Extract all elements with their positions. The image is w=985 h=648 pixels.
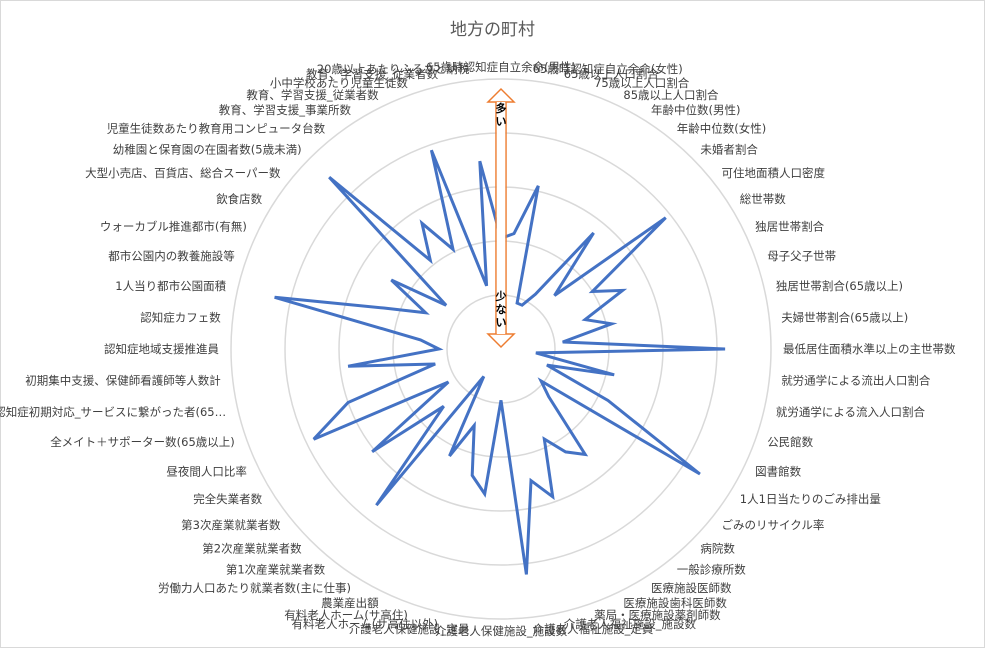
category-label: 夫婦世帯割合(65歳以上) xyxy=(781,310,908,324)
annotation-arrow: 多い 少ない xyxy=(486,87,516,349)
category-label: 小中学校あたり児童生徒数 xyxy=(270,76,408,90)
category-label: 年齢中位数(男性) xyxy=(651,103,740,117)
series-layer xyxy=(274,149,726,575)
annotation-high-label: 多い xyxy=(496,101,507,128)
category-label: 都市公園内の教養施設等 xyxy=(108,249,235,263)
category-label: 85歳以上人口割合 xyxy=(623,88,719,102)
annotation-low: 少ない xyxy=(495,289,507,329)
arrow-head-up xyxy=(486,87,516,103)
category-label: 薬局・医療施設薬剤師数 xyxy=(594,608,721,622)
category-label: 65歳以上人口割合 xyxy=(564,67,660,81)
category-label: 就労通学による流出人口割合 xyxy=(781,374,931,388)
category-label: 認知症地域支援推進員 xyxy=(104,342,219,356)
category-label: 未婚者割合 xyxy=(700,143,758,157)
category-label: 独居世帯割合 xyxy=(755,220,824,234)
category-label: 20歳以上あたりふるさと納税 xyxy=(317,62,470,76)
category-label: 全メイト＋サポーター数(65歳以上) xyxy=(50,435,235,449)
category-label: 最低居住面積水準以上の主世帯数 xyxy=(783,342,956,356)
category-label: 65歳時認知症自立余命(男性) xyxy=(426,60,576,74)
category-label: 介護老人福祉施設_施設数 xyxy=(564,617,697,631)
arrow-shaft xyxy=(496,102,506,334)
category-label: 可住地面積人口密度 xyxy=(722,166,826,180)
category-label: 総世帯数 xyxy=(740,192,786,206)
category-labels: 65歳時認知症自立余命(男性)65歳時認知症自立余命(女性)65歳以上人口割合7… xyxy=(0,60,956,638)
category-label: 幼稚園と保育園の在園者数(5歳未満) xyxy=(113,143,302,157)
category-label: 病院数 xyxy=(700,541,735,555)
category-label: ウォーカブル推進都市(有無) xyxy=(100,220,247,234)
category-label: 1人1日当たりのごみ排出量 xyxy=(740,492,881,506)
annotation-low-label: 少ない xyxy=(495,289,507,329)
category-label: 教育、学習支援_従業者数 xyxy=(246,88,379,102)
category-label: ごみのリサイクル率 xyxy=(722,518,825,532)
category-label: 第3次産業就業者数 xyxy=(181,518,281,532)
category-label: 独居世帯割合(65歳以上) xyxy=(776,279,903,293)
arrow-head-down xyxy=(486,333,516,349)
category-label: 認知症初期対応_サービスに繋がった者(65… xyxy=(0,405,226,419)
category-label: 1人当り都市公園面積 xyxy=(115,279,226,293)
category-label: 医療施設医師数 xyxy=(651,581,732,595)
category-label: 初期集中支援、保健師看護師等人数計 xyxy=(25,374,221,388)
chart-title: 地方の町村 xyxy=(450,20,535,40)
category-label: 労働力人口あたり就業者数(主に仕事) xyxy=(158,581,351,595)
category-label: 公民館数 xyxy=(767,435,813,449)
category-label: 一般診療所数 xyxy=(677,563,746,577)
category-label: 有料老人ホーム(サ高住以外) xyxy=(292,617,439,631)
category-label: 飲食店数 xyxy=(216,192,262,206)
category-label: 第2次産業就業者数 xyxy=(202,541,302,555)
category-label: 大型小売店、百貨店、総合スーパー数 xyxy=(85,166,281,180)
category-label: 介護老人保健施設_施設数 xyxy=(435,624,568,638)
grid-ring-5 xyxy=(230,78,772,620)
category-label: 医療施設歯科医師数 xyxy=(623,596,727,610)
category-label: 介護老人保健施設_定員 xyxy=(349,622,470,636)
category-label: 教育、学習支援_従業者数 xyxy=(306,67,439,81)
category-label: 65歳時認知症自立余命(女性) xyxy=(533,62,683,76)
category-label: 児童生徒数あたり教育用コンピュータ台数 xyxy=(107,122,326,136)
series-line-1 xyxy=(274,149,726,575)
category-label: 第1次産業就業者数 xyxy=(226,563,326,577)
category-label: 教育、学習支援_事業所数 xyxy=(219,103,352,117)
category-label: 母子父子世帯 xyxy=(767,249,836,263)
category-label: 完全失業者数 xyxy=(193,492,262,506)
category-label: 昼夜間人口比率 xyxy=(166,464,247,478)
category-label: 認知症カフェ数 xyxy=(140,310,221,324)
annotation-high: 多い xyxy=(496,101,507,128)
category-label: 農業産出額 xyxy=(321,596,379,610)
category-label: 就労通学による流入人口割合 xyxy=(776,405,926,419)
category-label: 有料老人ホーム(サ高住) xyxy=(284,608,408,622)
radar-grid xyxy=(230,78,772,620)
category-label: 75歳以上人口割合 xyxy=(594,76,690,90)
category-label: 介護老人福祉施設_定員 xyxy=(533,622,654,636)
category-label: 年齢中位数(女性) xyxy=(677,122,766,136)
category-label: 図書館数 xyxy=(755,464,801,478)
